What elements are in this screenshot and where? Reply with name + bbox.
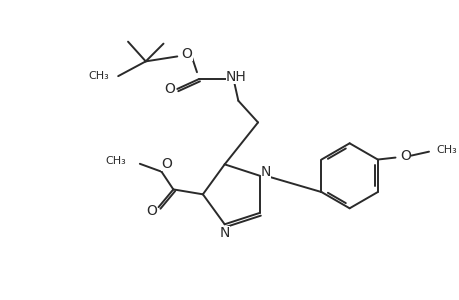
Text: O: O xyxy=(399,148,410,163)
Text: O: O xyxy=(161,157,172,171)
Text: N: N xyxy=(219,226,230,240)
Text: O: O xyxy=(181,47,192,61)
Text: O: O xyxy=(146,204,157,218)
Text: CH₃: CH₃ xyxy=(89,71,109,81)
Text: CH₃: CH₃ xyxy=(105,156,126,166)
Text: N: N xyxy=(260,165,270,179)
Text: CH₃: CH₃ xyxy=(436,145,457,155)
Text: NH: NH xyxy=(225,70,246,84)
Text: O: O xyxy=(163,82,174,96)
